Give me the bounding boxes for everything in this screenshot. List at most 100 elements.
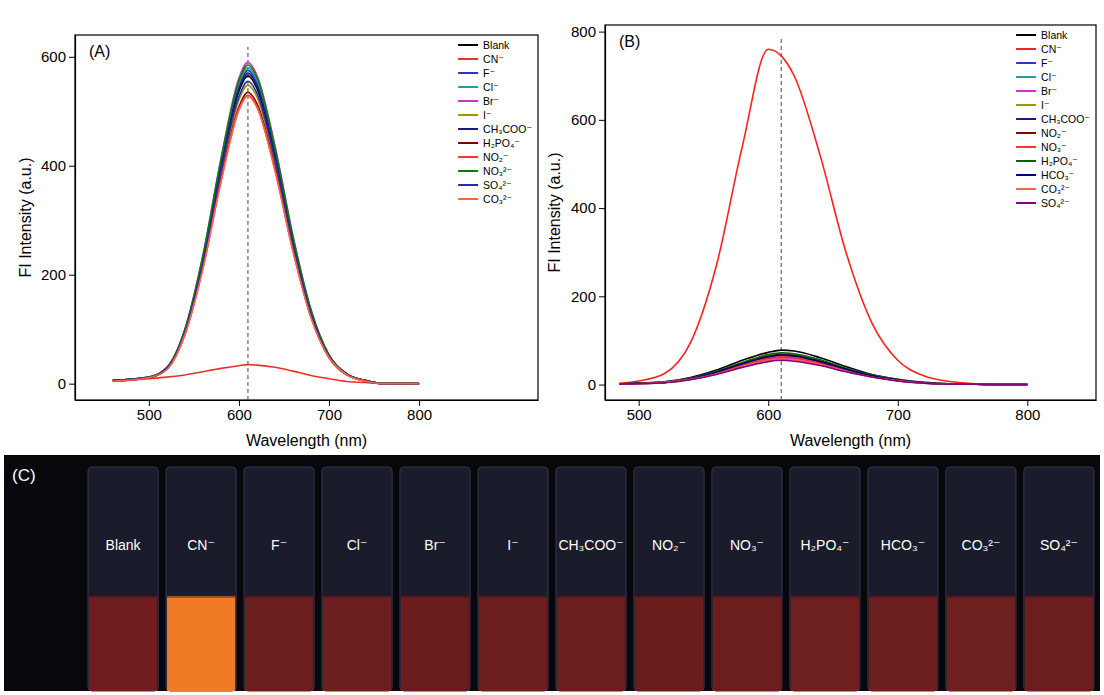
x-tick: 800 <box>407 400 432 423</box>
vial: F⁻ <box>244 467 314 691</box>
legend-label: CH₃COO⁻ <box>483 123 532 135</box>
vial: CH₃COO⁻ <box>556 467 626 691</box>
legend-swatch <box>1016 104 1036 106</box>
legend-item: Blank <box>1016 29 1068 41</box>
spectrum-line <box>113 65 419 384</box>
legend-swatch <box>458 170 478 172</box>
legend-swatch <box>1016 174 1036 176</box>
vial-body <box>400 467 470 691</box>
legend-item: CN⁻ <box>458 53 504 65</box>
spectrum-line <box>619 49 1027 384</box>
vial-liquid <box>635 598 703 691</box>
legend-label: Br⁻ <box>483 95 499 107</box>
y-tick: 800 <box>571 23 605 40</box>
legend-swatch <box>1016 188 1036 190</box>
legend: BlankCN⁻F⁻Cl⁻Br⁻I⁻CH₃COO⁻NO₂⁻NO₃⁻H₂PO₄⁻H… <box>1016 29 1090 209</box>
legend-label: H₂PO₄⁻ <box>483 137 520 149</box>
y-tick-mark <box>69 384 75 385</box>
legend-swatch <box>458 114 478 116</box>
vial-liquid <box>245 598 313 691</box>
vial-meniscus <box>791 596 859 600</box>
vial-meniscus <box>167 596 235 600</box>
legend-item: HCO₃⁻ <box>1016 169 1074 181</box>
spectrum-line <box>113 81 419 383</box>
figure: 5006007008000200400600Wavelength (nm)FI … <box>0 0 1104 695</box>
spectrum-line <box>113 92 419 383</box>
vial-meniscus <box>713 596 781 600</box>
legend-label: Cl⁻ <box>1041 71 1056 83</box>
vial-liquid <box>869 598 937 691</box>
vial-label: I⁻ <box>507 537 518 553</box>
spectrum-line <box>113 95 419 384</box>
legend-swatch <box>1016 160 1036 162</box>
panel-label: (B) <box>619 33 640 50</box>
vial-label: Blank <box>106 537 142 553</box>
legend-swatch <box>458 44 478 46</box>
x-axis-title: Wavelength (nm) <box>790 432 911 449</box>
x-tick: 700 <box>317 400 342 423</box>
spectrum-line <box>113 76 419 384</box>
vial: Blank <box>88 467 158 691</box>
vial-label: H₂PO₄⁻ <box>801 537 850 553</box>
spectrum-line <box>619 354 1027 385</box>
vial: I⁻ <box>478 467 548 691</box>
legend-label: NO₃²⁻ <box>483 165 512 177</box>
vial-meniscus <box>947 596 1015 600</box>
x-tick-label: 800 <box>1015 406 1040 423</box>
x-axis-line <box>606 400 1097 401</box>
legend-item: Blank <box>458 39 510 51</box>
vial-body <box>946 467 1016 691</box>
vial: CN⁻ <box>166 467 236 691</box>
vial-label: CO₃²⁻ <box>962 537 1001 553</box>
vial: CO₃²⁻ <box>946 467 1016 691</box>
legend-item: CH₃COO⁻ <box>458 123 532 135</box>
legend-label: H₂PO₄⁻ <box>1041 155 1078 167</box>
vial-liquid <box>947 598 1015 691</box>
legend-item: CN⁻ <box>1016 43 1062 55</box>
legend-swatch <box>1016 62 1036 64</box>
vial-meniscus <box>557 596 625 600</box>
y-tick: 400 <box>41 157 75 174</box>
vial-meniscus <box>1025 596 1093 600</box>
legend-item: NO₂⁻ <box>1016 127 1066 139</box>
vial-label: CN⁻ <box>187 537 215 553</box>
x-tick: 700 <box>886 400 911 423</box>
legend-swatch <box>458 100 478 102</box>
legend-swatch <box>1016 202 1036 204</box>
spectrum-line <box>619 355 1027 384</box>
y-tick: 0 <box>588 376 605 393</box>
spectrum-line <box>619 359 1027 385</box>
spectrum-line <box>619 360 1027 384</box>
legend-label: CO₃²⁻ <box>483 193 512 205</box>
plot-area <box>619 37 1027 400</box>
legend-label: CN⁻ <box>483 53 504 65</box>
x-axis-line <box>76 400 539 401</box>
legend-item: F⁻ <box>1016 57 1053 69</box>
vial-liquid <box>557 598 625 691</box>
legend-item: NO₃⁻ <box>1016 141 1067 153</box>
spectrum-line <box>113 85 419 384</box>
vial: NO₂⁻ <box>634 467 704 691</box>
reference-line <box>781 37 782 400</box>
legend: BlankCN⁻F⁻Cl⁻Br⁻I⁻CH₃COO⁻H₂PO₄⁻NO₂⁻NO₃²⁻… <box>458 39 532 205</box>
vial-label: Br⁻ <box>424 537 445 553</box>
y-tick-label: 600 <box>41 48 66 65</box>
vial-body <box>712 467 782 691</box>
y-tick-mark <box>599 296 605 297</box>
vial: Cl⁻ <box>322 467 392 691</box>
legend-item: NO₂⁻ <box>458 151 508 163</box>
x-tick: 600 <box>756 400 781 423</box>
legend-label: CN⁻ <box>1041 43 1062 55</box>
vial: SO₄²⁻ <box>1024 467 1094 691</box>
legend-swatch <box>1016 132 1036 134</box>
vial-liquid <box>323 598 391 691</box>
y-tick-label: 0 <box>588 376 596 393</box>
legend-label: NO₂⁻ <box>483 151 508 163</box>
x-tick-label: 600 <box>227 406 252 423</box>
plot-frame <box>75 35 538 400</box>
vial-body <box>790 467 860 691</box>
legend-item: Br⁻ <box>1016 85 1057 97</box>
spectrum-line <box>113 62 419 383</box>
vial-body <box>868 467 938 691</box>
spectrum-line <box>113 68 419 384</box>
